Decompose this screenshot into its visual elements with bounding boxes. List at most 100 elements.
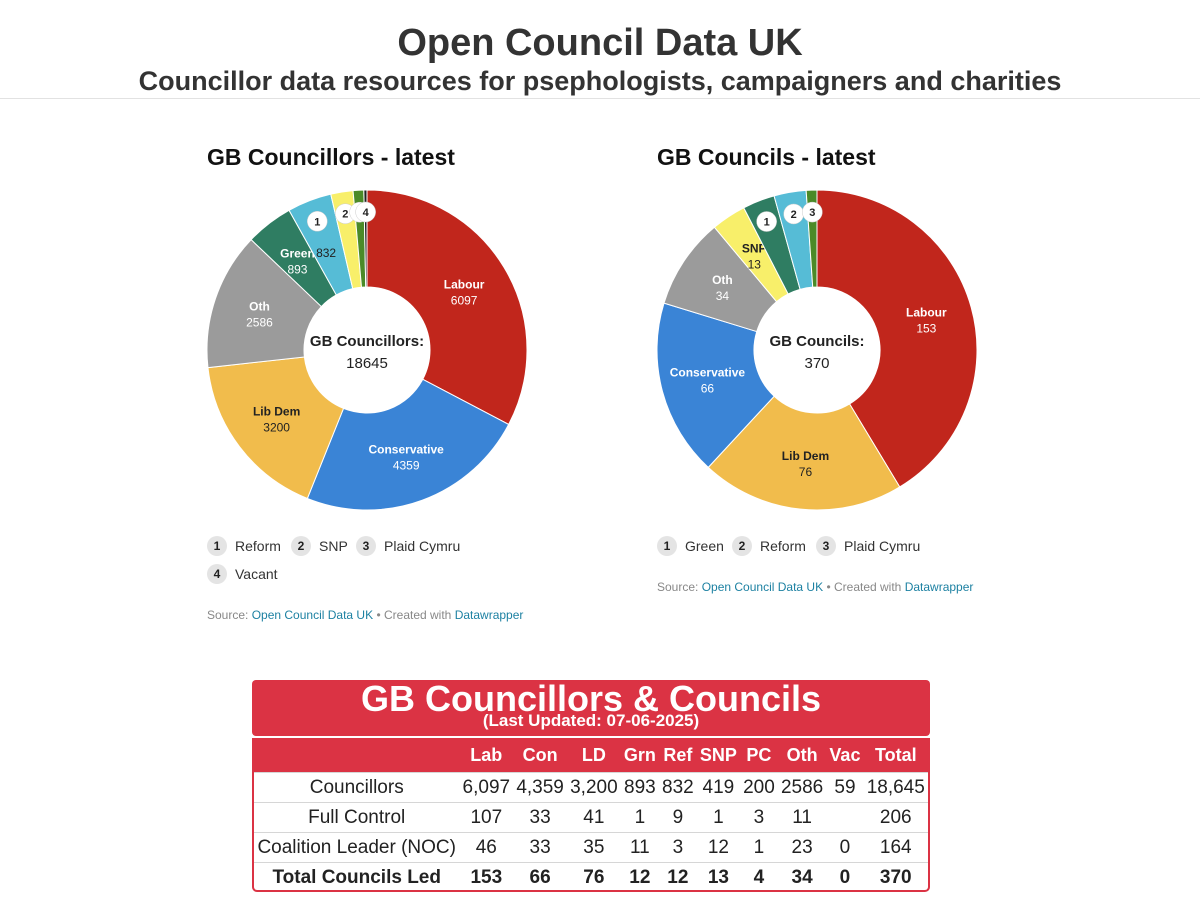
slice-value: 13 xyxy=(748,257,762,271)
row-label: Full Control xyxy=(254,802,460,833)
table-cell: 33 xyxy=(513,802,567,833)
table-row: Councillors 6,097 4,359 3,200 893 832 419 200 25… xyxy=(254,772,928,803)
slice-label: Labour xyxy=(444,277,485,291)
table-cell: 4,359 xyxy=(513,772,567,803)
datawrapper-link[interactable]: Datawrapper xyxy=(904,580,974,594)
legend-label: Vacant xyxy=(235,566,278,582)
slice-badge-number: 1 xyxy=(764,217,770,229)
table-cell: 2586 xyxy=(777,772,827,803)
row-label: Total Councils Led xyxy=(254,862,460,890)
summary-table-panel: GB Councillors & Councils (Last Updated:… xyxy=(252,680,930,894)
slice-label: Oth xyxy=(712,273,733,287)
legend-badge: 2 xyxy=(732,536,752,556)
table-cell: 41 xyxy=(566,802,621,833)
table-cell: 0 xyxy=(826,832,864,863)
donut-center-value: 370 xyxy=(804,355,829,372)
chart-legend: 1 Green 2 Reform 3 Plaid Cymru xyxy=(657,536,977,566)
table-cell: 12 xyxy=(658,862,697,890)
table-cell: 76 xyxy=(566,862,621,890)
slice-label: 832 xyxy=(316,246,336,260)
slice-value: 893 xyxy=(287,262,307,276)
legend-item-2: 2 Reform xyxy=(732,536,806,556)
legend-item-1: 1 Reform xyxy=(207,536,281,556)
table-cell: 12 xyxy=(696,832,740,863)
column-header: Lab xyxy=(459,738,514,773)
legend-label: Reform xyxy=(235,538,281,554)
slice-label: Oth xyxy=(249,300,270,314)
slice-badge xyxy=(307,211,328,232)
table-cell: 46 xyxy=(459,832,514,863)
table-cell: 6,097 xyxy=(459,772,514,803)
councils-chart: GB Councils - latest Labour 153 Lib Dem 76 C… xyxy=(657,138,1127,638)
slice-label: Lib Dem xyxy=(782,449,829,463)
slice-lib-dem xyxy=(707,395,901,510)
donut-center-label: GB Councillors: xyxy=(310,333,424,350)
column-header: SNP xyxy=(696,738,740,773)
slice-oth xyxy=(207,238,323,369)
table-cell: 1 xyxy=(620,802,659,833)
table-cell: 34 xyxy=(777,862,827,890)
datawrapper-link[interactable]: Datawrapper xyxy=(454,608,524,622)
column-header: Oth xyxy=(777,738,827,773)
councils-donut: Labour 153 Lib Dem 76 Conservative 66 Oth 34 SNP… xyxy=(657,190,977,510)
slice-value: 66 xyxy=(701,382,715,396)
column-header: Con xyxy=(513,738,567,773)
column-header: Ref xyxy=(658,738,697,773)
slice-badge-number: 2 xyxy=(791,209,797,221)
legend-label: Plaid Cymru xyxy=(384,538,461,554)
row-label: Councillors xyxy=(254,772,460,803)
table-cell: 33 xyxy=(513,832,567,863)
table-cell: 1 xyxy=(740,832,778,863)
table-cell: 3 xyxy=(658,832,697,863)
table-cell: 200 xyxy=(740,772,778,803)
table-frame: Lab Con LD Grn Ref SNP PC Oth Vac Total … xyxy=(252,738,930,892)
column-header: Grn xyxy=(620,738,659,773)
donut-center-label: GB Councils: xyxy=(769,333,864,350)
legend-label: SNP xyxy=(319,538,348,554)
column-header: Vac xyxy=(826,738,864,773)
table-cell: 206 xyxy=(863,802,928,833)
table-cell: 3 xyxy=(740,802,778,833)
legend-item-3: 3 Plaid Cymru xyxy=(356,536,460,556)
slice-badge-number: 3 xyxy=(809,207,815,219)
table-cell: 9 xyxy=(658,802,697,833)
slice-value: 153 xyxy=(916,322,936,336)
slice-value: 34 xyxy=(716,289,730,303)
legend-item-4: 4 Vacant xyxy=(207,564,278,584)
slice-value: 2586 xyxy=(246,316,273,330)
column-header: Total xyxy=(863,738,928,773)
table-cell: 107 xyxy=(459,802,514,833)
slice-label: SNP xyxy=(742,241,767,255)
councillors-donut: Labour 6097 Conservative 4359 Lib Dem 3200 Oth… xyxy=(207,190,527,510)
source-link[interactable]: Open Council Data UK xyxy=(251,608,374,622)
table-cell: 23 xyxy=(777,832,827,863)
table-cell: 370 xyxy=(863,862,928,890)
slice-label: Conservative xyxy=(368,443,444,457)
source-link[interactable]: Open Council Data UK xyxy=(701,580,824,594)
legend-item-1: 1 Green xyxy=(657,536,724,556)
slice-label: Green xyxy=(280,246,315,260)
slice-badge-number: 1 xyxy=(314,216,320,228)
legend-item-3: 3 Plaid Cymru xyxy=(816,536,920,556)
slice-value: 4359 xyxy=(393,459,420,473)
table-cell: 1 xyxy=(696,802,740,833)
table-row: Coalition Leader (NOC) 46 33 35 11 3 12 1 23 0 164 xyxy=(254,832,928,863)
slice-badge-number: 2 xyxy=(342,209,348,221)
table-cell: 11 xyxy=(620,832,659,863)
legend-label: Plaid Cymru xyxy=(844,538,921,554)
table-banner: GB Councillors & Councils (Last Updated:… xyxy=(252,680,930,736)
slice-conservative xyxy=(306,378,510,510)
site-subtitle: Councillor data resources for psephologi… xyxy=(138,66,1062,96)
legend-badge: 1 xyxy=(207,536,227,556)
column-header xyxy=(254,738,460,773)
table-row: Full Control 107 33 41 1 9 1 3 11 206 xyxy=(254,802,928,833)
legend-badge: 3 xyxy=(356,536,376,556)
last-updated: (Last Updated: 07-06-2025) xyxy=(482,711,700,730)
table-cell: 12 xyxy=(620,862,659,890)
table-cell: 13 xyxy=(696,862,740,890)
table-cell: 66 xyxy=(513,862,567,890)
slice-label: Labour xyxy=(906,306,947,320)
table-cell: 153 xyxy=(459,862,514,890)
source-prefix: Source: xyxy=(207,608,249,622)
councillors-chart: GB Councillors - latest Labour 6097 Conser… xyxy=(207,138,677,638)
